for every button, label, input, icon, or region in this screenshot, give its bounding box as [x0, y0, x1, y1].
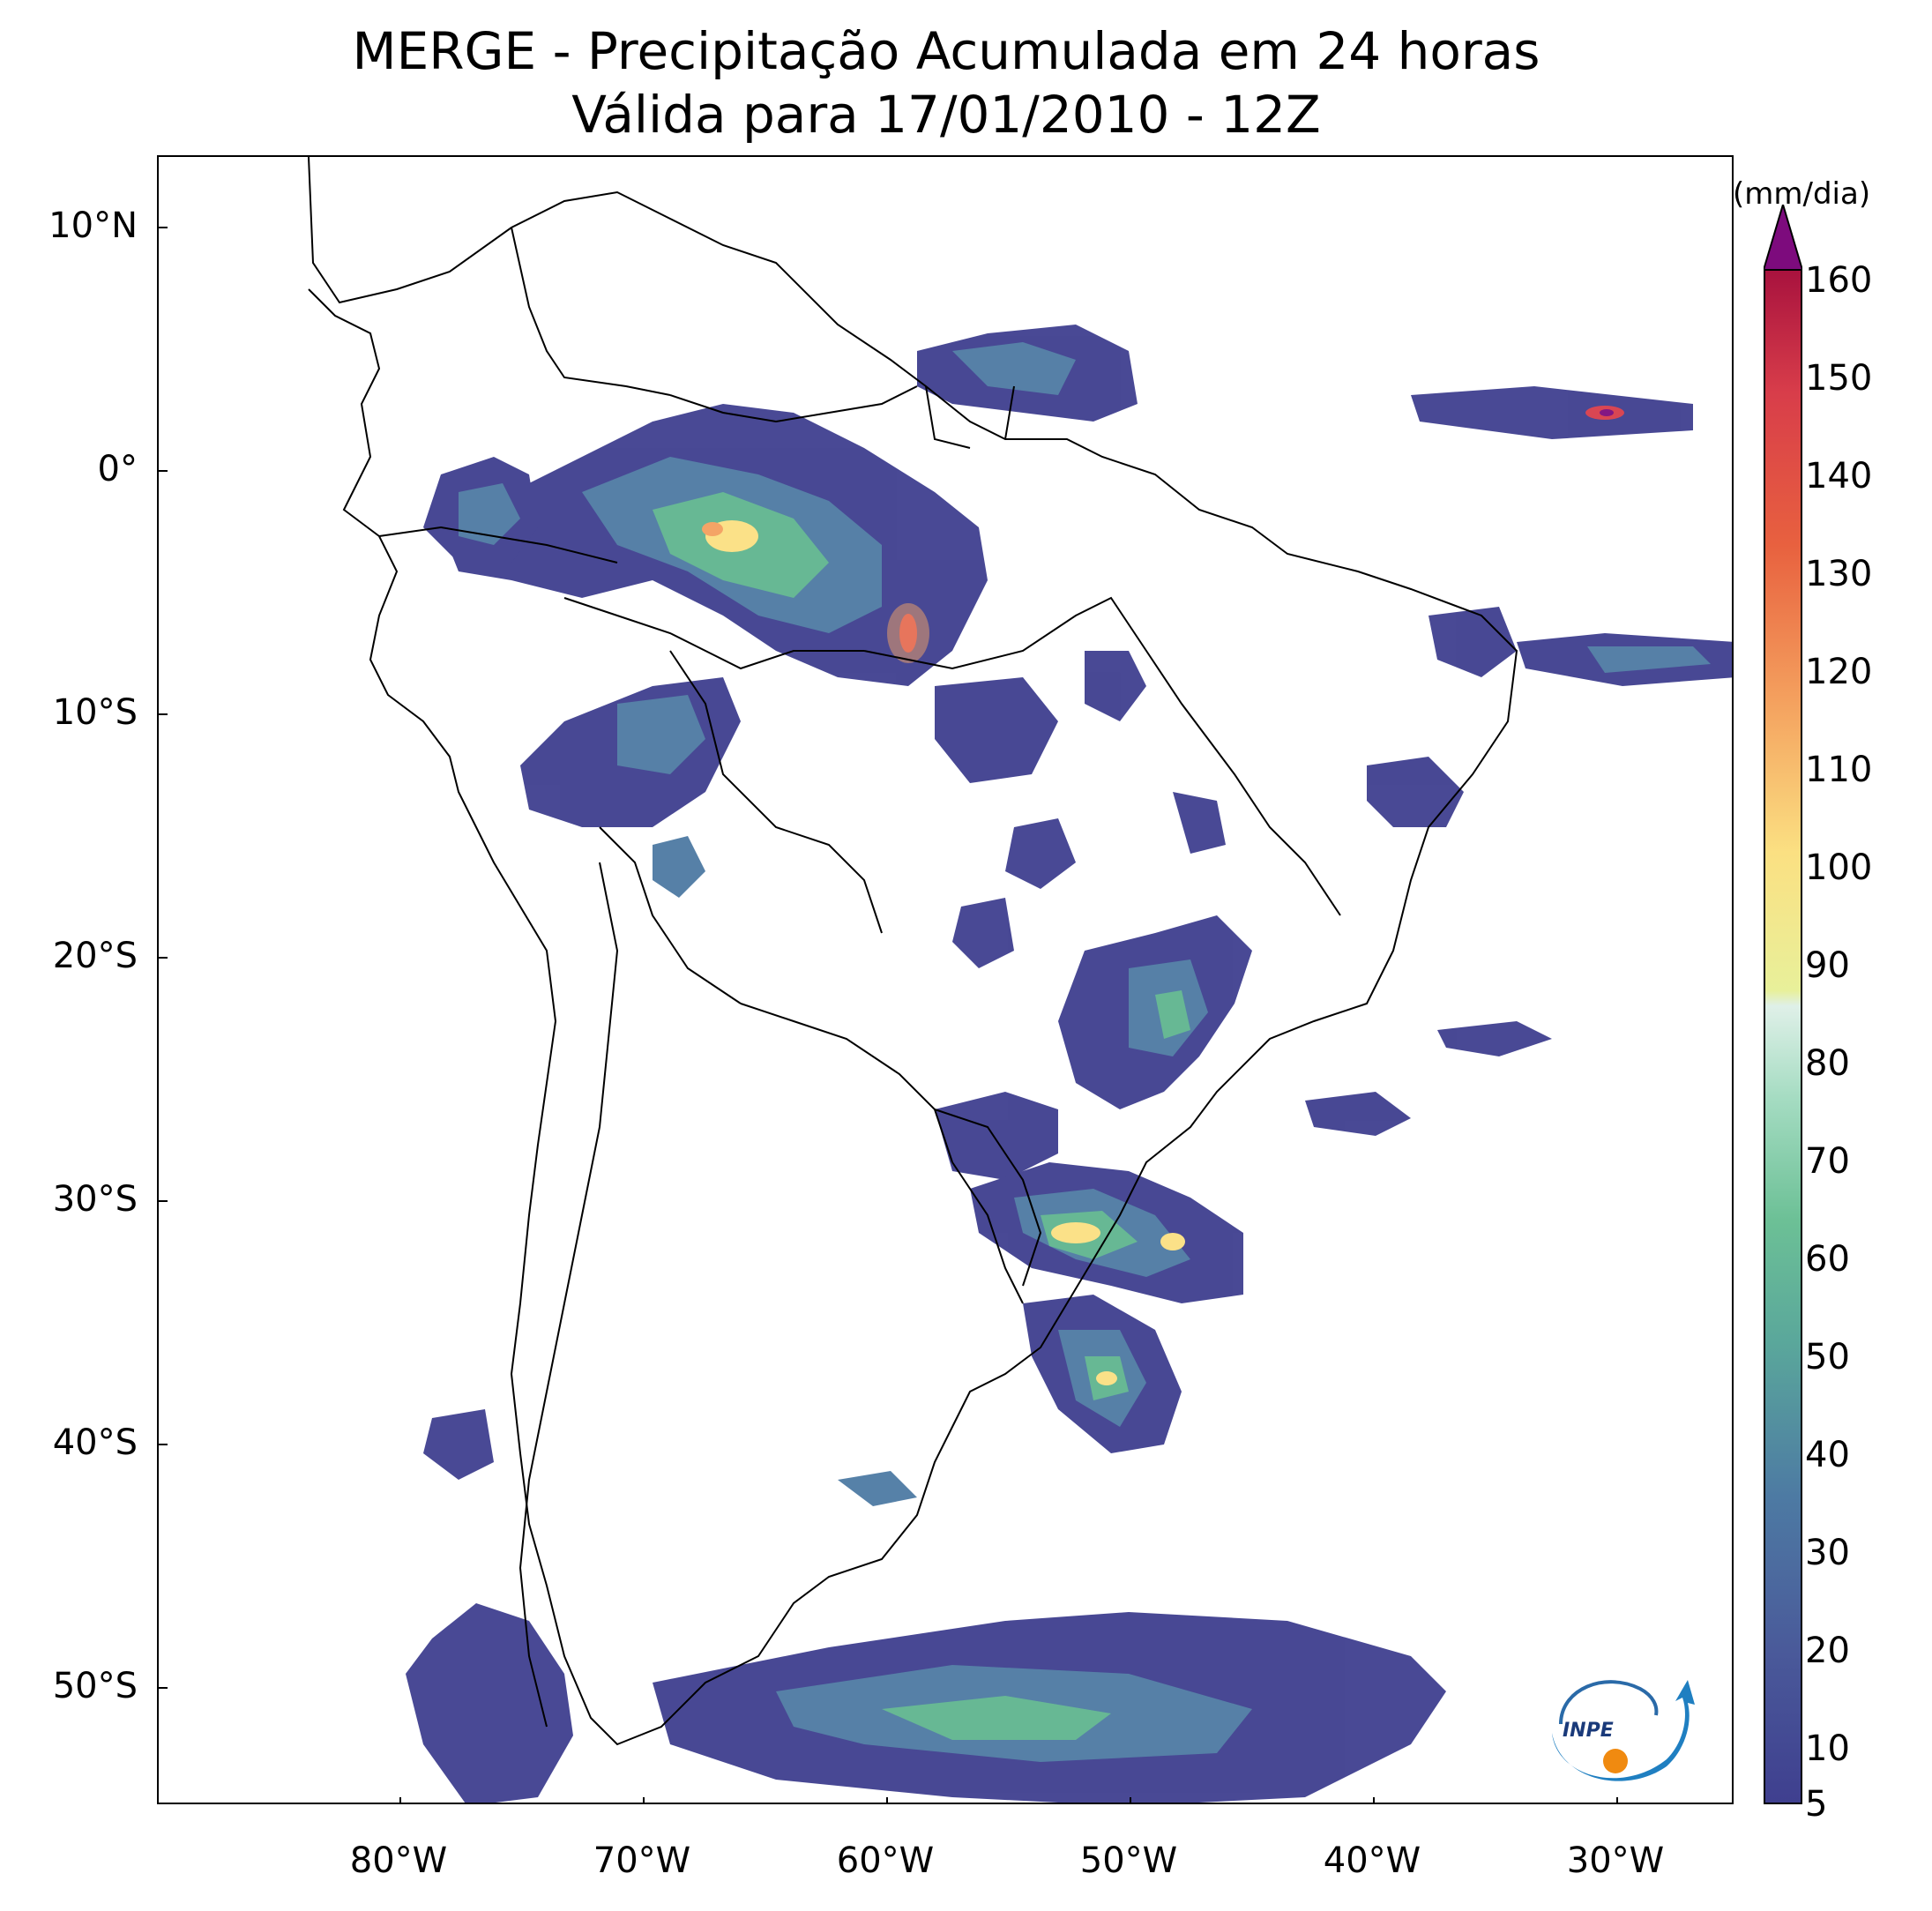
precip-patagonia-west	[406, 1603, 573, 1803]
coastline	[308, 157, 1518, 1746]
border-argentina-brazil	[934, 1109, 1042, 1287]
lon-label-70w: 70°W	[593, 1840, 691, 1881]
border-guianas	[925, 385, 1015, 449]
precip-amazon-east-halo	[887, 603, 929, 663]
title-line-2: Válida para 17/01/2010 - 12Z	[571, 85, 1321, 145]
colorbar-tick-10: 10	[1805, 1728, 1850, 1769]
border-venezuela-colombia	[511, 227, 671, 396]
lon-label-80w: 80°W	[349, 1840, 448, 1881]
border-paraguay	[740, 1003, 953, 1163]
precip-guianas-mid	[952, 342, 1076, 395]
inpe-logo: INPE	[1543, 1662, 1702, 1795]
colorbar-tick-120: 120	[1805, 652, 1873, 692]
border-brazil-states	[863, 596, 1341, 916]
colorbar-tick-20: 20	[1805, 1631, 1850, 1671]
precip-atlantic-south-2	[1437, 1021, 1552, 1056]
map-title: MERGE - Precipitação Acumulada em 24 hor…	[157, 19, 1735, 146]
logo-swoosh	[1559, 1680, 1659, 1725]
border-uruguay	[951, 1161, 1024, 1304]
precip-atlantic-south-1	[1305, 1092, 1411, 1136]
lon-label-30w: 30°W	[1566, 1840, 1665, 1881]
colorbar-tick-80: 80	[1805, 1043, 1850, 1084]
precip-patagonia-band	[838, 1471, 917, 1506]
precip-south-brazil-peak	[1051, 1222, 1100, 1243]
colorbar-tick-5: 5	[1805, 1784, 1828, 1825]
lat-label-30s: 30°S	[52, 1179, 138, 1220]
colorbar-tick-160: 160	[1805, 260, 1873, 301]
colorbar-tick-50: 50	[1805, 1337, 1850, 1377]
precip-uruguay-offshore-peak	[1096, 1371, 1117, 1385]
precip-chile-south	[423, 1409, 494, 1480]
lat-label-0: 0°	[97, 449, 138, 489]
colorbar-extend-arrow	[1762, 201, 1804, 271]
colorbar-tick-30: 30	[1805, 1533, 1850, 1573]
precip-central-brazil-1	[935, 677, 1058, 783]
colorbar-tick-90: 90	[1805, 945, 1850, 986]
colorbar-tick-150: 150	[1805, 358, 1873, 399]
axis-ticks	[159, 227, 1618, 1803]
border-bolivia-chile	[599, 826, 742, 1004]
precip-northeast-2	[1428, 607, 1517, 677]
precip-central-brazil-2	[1085, 651, 1146, 721]
colorbar	[1762, 201, 1804, 1804]
precip-atlantic-peak-core	[1600, 409, 1614, 416]
precip-southern-ocean-core	[882, 1696, 1111, 1740]
colorbar-tick-100: 100	[1805, 847, 1873, 888]
precip-amazon-peak-2	[702, 522, 723, 536]
country-borders	[308, 157, 1518, 1746]
map-panel[interactable]	[157, 155, 1734, 1804]
precipitation-layer	[406, 325, 1732, 1803]
lon-label-40w: 40°W	[1323, 1840, 1421, 1881]
precip-atlantic-ne-band-mid	[1587, 646, 1711, 673]
lon-label-50w: 50°W	[1079, 1840, 1178, 1881]
colorbar-tick-140: 140	[1805, 456, 1873, 496]
lat-label-50s: 50°S	[52, 1666, 138, 1706]
precip-central-brazil-4	[952, 898, 1014, 968]
precip-south-brazil-peak-2	[1160, 1233, 1185, 1250]
precip-sacz-core	[1155, 990, 1190, 1039]
border-bolivia	[669, 650, 883, 934]
colorbar-tick-110: 110	[1805, 750, 1873, 790]
logo-orange-dot	[1603, 1749, 1628, 1773]
precip-northeast	[1367, 757, 1464, 827]
precip-central-brazil-3	[1005, 818, 1076, 889]
precip-paraguay	[935, 1092, 1058, 1180]
precip-central-brazil-5	[1173, 792, 1226, 854]
colorbar-tick-70: 70	[1805, 1141, 1850, 1182]
lat-label-40s: 40°S	[52, 1422, 138, 1463]
lon-label-60w: 60°W	[836, 1840, 935, 1881]
precip-atlantic-equatorial	[1411, 386, 1693, 439]
precip-bolivia	[653, 836, 705, 898]
logo-text: INPE	[1563, 1720, 1614, 1742]
colorbar-tick-130: 130	[1805, 554, 1873, 594]
border-colombia-peru	[378, 526, 618, 564]
colorbar-tick-60: 60	[1805, 1239, 1850, 1280]
precipitation-map	[159, 157, 1732, 1803]
title-line-1: MERGE - Precipitação Acumulada em 24 hor…	[352, 21, 1540, 81]
precip-amazon-east-peak	[899, 614, 917, 653]
colorbar-gradient	[1764, 269, 1802, 1804]
border-brazil-north	[669, 385, 918, 423]
colorbar-unit: (mm/dia)	[1733, 176, 1871, 212]
border-peru-brazil	[563, 597, 864, 670]
lat-label-10s: 10°S	[52, 692, 138, 733]
lat-label-10n: 10°N	[48, 205, 138, 246]
precip-peru-mid	[617, 695, 705, 774]
lat-label-20s: 20°S	[52, 936, 138, 976]
border-chile-argentina	[518, 862, 619, 1728]
precip-colombia-mid	[459, 483, 520, 545]
colorbar-tick-40: 40	[1805, 1435, 1850, 1475]
